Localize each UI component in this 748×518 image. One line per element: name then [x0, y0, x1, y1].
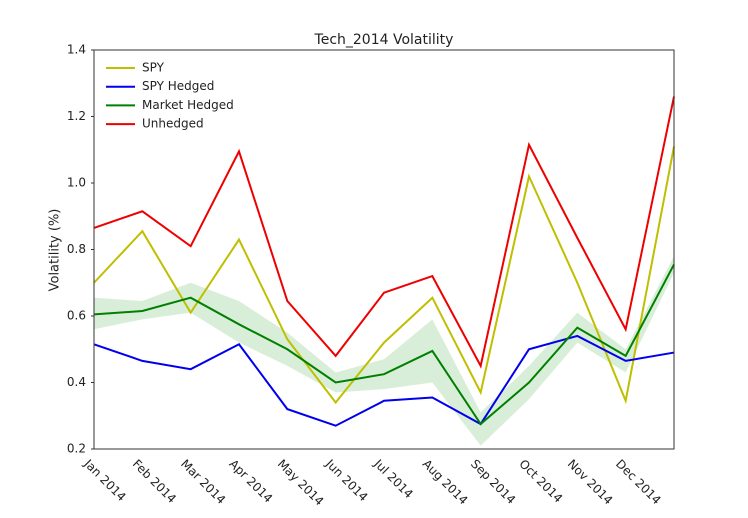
series-line — [93, 96, 675, 369]
x-tick-label: Aug 2014 — [420, 457, 471, 508]
y-axis-label: Volatility (%) — [48, 209, 63, 292]
y-tick-label: 1.2 — [67, 109, 86, 123]
series-line — [93, 146, 675, 405]
x-tick-label: Sep 2014 — [468, 457, 518, 507]
x-tick-label: Nov 2014 — [565, 457, 616, 508]
series-line — [93, 263, 675, 426]
y-tick-label: 1.4 — [67, 43, 86, 57]
x-tick-label: Jun 2014 — [322, 456, 370, 504]
x-tick-label: Dec 2014 — [613, 457, 664, 508]
y-tick-label: 1.0 — [67, 176, 86, 190]
x-tick-label: Feb 2014 — [130, 457, 179, 506]
legend-label: SPY — [142, 61, 165, 75]
legend-label: Unhedged — [142, 117, 204, 131]
x-tick-label: May 2014 — [275, 457, 327, 509]
series-line — [93, 334, 675, 427]
y-tick-label: 0.4 — [67, 375, 86, 389]
y-tick-label: 0.8 — [67, 242, 86, 256]
x-tick-label: Apr 2014 — [226, 457, 275, 506]
x-tick-label: Jan 2014 — [81, 456, 129, 504]
legend-label: SPY Hedged — [142, 79, 214, 93]
y-tick-label: 0.2 — [67, 442, 86, 456]
confidence-band — [94, 256, 674, 446]
x-tick-label: Mar 2014 — [178, 457, 228, 507]
y-tick-label: 0.6 — [67, 309, 86, 323]
legend-label: Market Hedged — [142, 98, 234, 112]
plot-frame — [93, 49, 675, 450]
x-tick-label: Jul 2014 — [371, 456, 416, 501]
x-tick-label: Oct 2014 — [516, 457, 565, 506]
chart-title: Tech_2014 Volatility — [314, 32, 454, 48]
